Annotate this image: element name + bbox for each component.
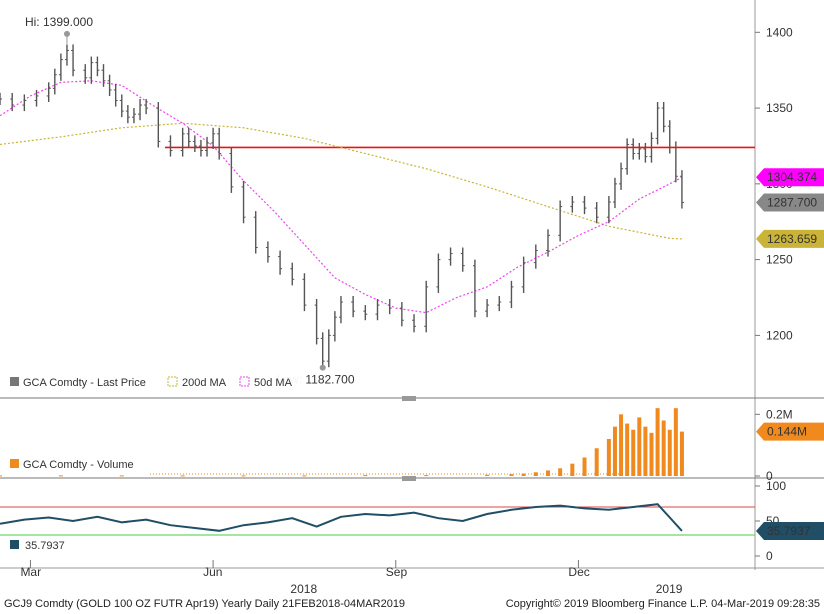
volume-bar bbox=[612, 426, 617, 476]
ma200-line bbox=[0, 122, 682, 240]
volume-bar bbox=[521, 473, 526, 476]
hi-marker bbox=[63, 30, 70, 37]
legend-last-price: GCA Comdty - Last Price bbox=[23, 377, 146, 389]
volume-bar bbox=[545, 470, 550, 476]
price-tick-label: 1400 bbox=[766, 25, 793, 39]
volume-swatch bbox=[10, 459, 19, 468]
volume-panel: 0 0.2M 0.144M bbox=[0, 407, 824, 483]
x-axis: Mar Jun Sep Dec 2018 2019 bbox=[20, 560, 683, 596]
volume-bar bbox=[558, 468, 563, 476]
volume-last-tag-text: 0.144M bbox=[767, 425, 807, 439]
volume-bar bbox=[594, 448, 599, 476]
month-label: Mar bbox=[20, 565, 41, 579]
volume-tick-label: 0 bbox=[766, 469, 773, 483]
volume-bar bbox=[302, 475, 307, 477]
ma50-line bbox=[0, 80, 683, 314]
oscillator-last-tag: 35.7937 bbox=[756, 521, 824, 540]
oscillator-tick-label: 100 bbox=[766, 479, 786, 493]
price-tick-label: 1350 bbox=[766, 101, 793, 115]
low-marker bbox=[319, 364, 326, 371]
volume-bar bbox=[582, 457, 587, 476]
price-tick-label: 1200 bbox=[766, 328, 793, 342]
last-value-tag: 1287.700 bbox=[756, 193, 824, 212]
oscillator-swatch bbox=[10, 540, 19, 549]
volume-bar bbox=[485, 474, 490, 476]
footer-right: Copyright© 2019 Bloomberg Finance L.P. 0… bbox=[505, 598, 820, 610]
last-value-tag: 1263.659 bbox=[756, 229, 824, 248]
price-tick-label: 1250 bbox=[766, 253, 793, 267]
legend-ma200: 200d MA bbox=[182, 377, 227, 389]
volume-bar bbox=[424, 475, 429, 477]
volume-bar bbox=[180, 475, 185, 477]
volume-bar bbox=[625, 423, 630, 476]
hi-label: Hi: 1399.000 bbox=[25, 15, 93, 29]
volume-bar bbox=[241, 475, 246, 477]
footer-left: GCJ9 Comdty (GOLD 100 OZ FUTR Apr19) Yea… bbox=[4, 598, 406, 610]
last-price-swatch bbox=[10, 377, 19, 386]
volume-last-tag: 0.144M bbox=[756, 422, 824, 441]
volume-bar bbox=[570, 463, 575, 476]
last-value-tag-bg bbox=[756, 168, 824, 187]
volume-bar bbox=[649, 432, 654, 476]
chart-footer: GCJ9 Comdty (GOLD 100 OZ FUTR Apr19) Yea… bbox=[0, 598, 824, 614]
volume-tick-label: 0.2M bbox=[766, 407, 793, 421]
volume-bar bbox=[0, 475, 2, 477]
volume-bar bbox=[119, 475, 124, 477]
volume-bar bbox=[58, 475, 63, 477]
volume-bar bbox=[509, 474, 514, 476]
year-label: 2019 bbox=[656, 582, 683, 596]
volume-bar bbox=[363, 475, 368, 477]
volume-bar bbox=[533, 472, 538, 476]
volume-bar bbox=[643, 426, 648, 476]
legend-oscillator: 35.7937 bbox=[25, 540, 65, 552]
oscillator-line bbox=[0, 503, 683, 532]
month-label: Jun bbox=[203, 565, 222, 579]
volume-bar bbox=[637, 417, 642, 476]
volume-bar bbox=[606, 439, 611, 476]
oscillator-tick-label: 0 bbox=[766, 549, 773, 563]
volume-last-tag-bg bbox=[756, 422, 824, 441]
volume-bar bbox=[631, 429, 636, 476]
oscillator-last-tag-bg bbox=[756, 521, 824, 540]
ma200-swatch bbox=[167, 376, 178, 387]
oscillator-last-tag-text: 35.7937 bbox=[767, 524, 811, 538]
year-label: 2018 bbox=[290, 582, 317, 596]
volume-bar bbox=[679, 431, 684, 476]
volume-bar bbox=[667, 429, 672, 476]
last-value-tag-bg bbox=[756, 193, 824, 212]
volume-bar bbox=[619, 414, 624, 476]
ma50-swatch bbox=[239, 376, 250, 387]
last-value-tag-text: 1287.700 bbox=[767, 195, 817, 209]
last-value-tag: 1304.374 bbox=[756, 168, 824, 187]
month-label: Sep bbox=[386, 565, 408, 579]
volume-legend: GCA Comdty - Volume bbox=[3, 454, 145, 474]
price-legend: GCA Comdty - Last Price 200d MA 50d MA bbox=[3, 372, 301, 392]
last-value-tag-bg bbox=[756, 229, 824, 248]
oscillator-legend: 35.7937 bbox=[3, 537, 73, 553]
last-value-tag-text: 1304.374 bbox=[767, 170, 817, 184]
volume-bar bbox=[655, 408, 660, 476]
legend-ma50: 50d MA bbox=[254, 377, 293, 389]
volume-bar bbox=[673, 408, 678, 476]
last-value-tag-text: 1263.659 bbox=[767, 232, 817, 246]
legend-volume: GCA Comdty - Volume bbox=[23, 459, 134, 471]
volume-bar bbox=[661, 420, 666, 476]
month-label: Dec bbox=[568, 565, 589, 579]
